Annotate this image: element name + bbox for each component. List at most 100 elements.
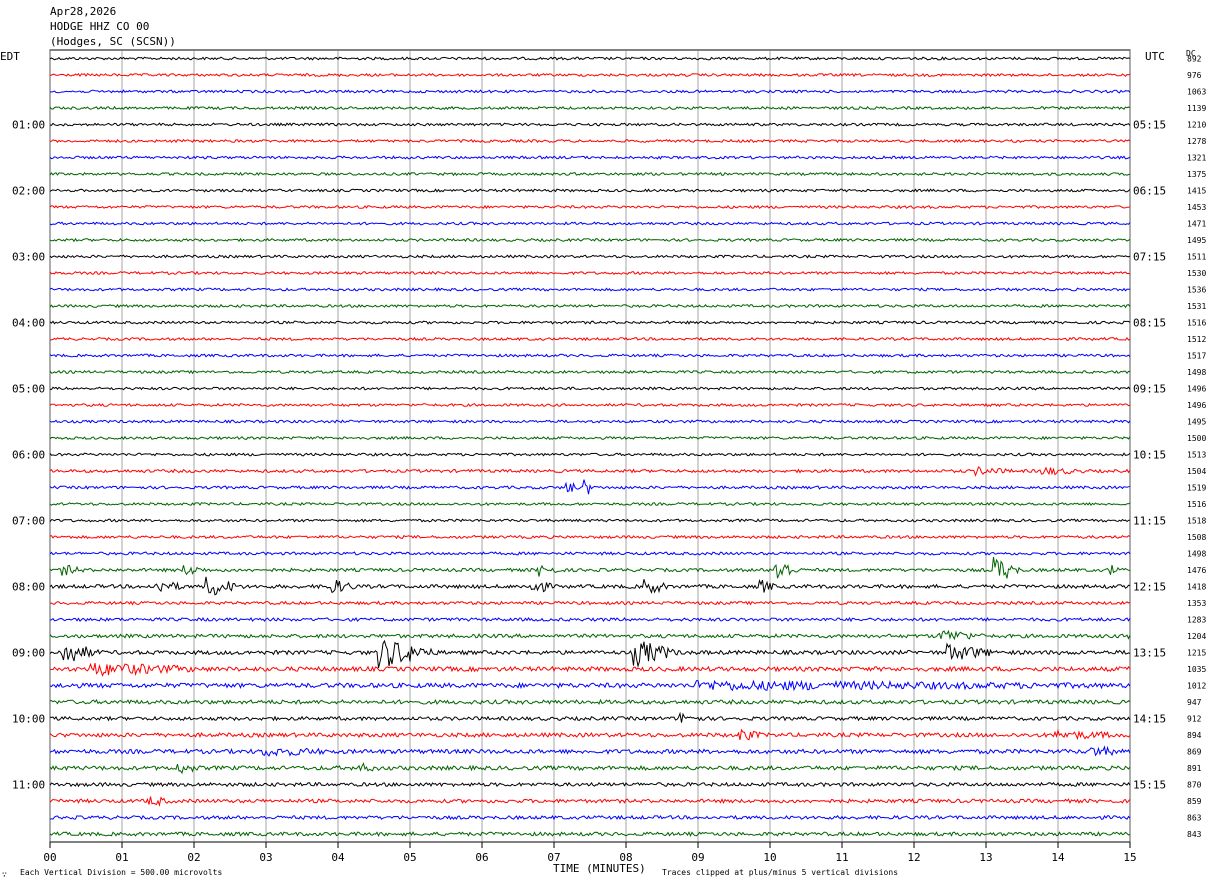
dc-offset-label: 843 (1187, 830, 1202, 839)
location-label: (Hodges, SC (SCSN)) (50, 35, 176, 48)
x-axis-title: TIME (MINUTES) (553, 862, 646, 875)
dc-offset-label: 976 (1187, 71, 1202, 80)
seismic-trace (49, 518, 1131, 523)
left-hour-label: 02:00 (12, 185, 45, 198)
seismic-trace (49, 419, 1131, 424)
right-hour-label: 07:15 (1133, 251, 1166, 264)
seismic-trace (49, 831, 1131, 838)
seismic-trace (49, 237, 1131, 243)
dc-offset-label: 894 (1187, 731, 1202, 740)
left-hour-label: 01:00 (12, 119, 45, 132)
dc-offset-label: 1495 (1187, 418, 1206, 427)
right-hour-label: 09:15 (1133, 383, 1166, 396)
seismic-trace (49, 616, 1131, 623)
dc-offset-label: 1495 (1187, 236, 1206, 245)
dc-offset-label: 863 (1187, 814, 1202, 823)
dc-offset-label: 1139 (1187, 104, 1206, 113)
dc-offset-label: 947 (1187, 698, 1202, 707)
seismic-trace (49, 501, 1131, 507)
footer-clip-note: Traces clipped at plus/minus 5 vertical … (662, 868, 899, 877)
left-hour-label: 03:00 (12, 251, 45, 264)
x-tick-label: 10 (763, 851, 776, 864)
dc-offset-label: 1519 (1187, 484, 1206, 493)
seismic-trace (49, 353, 1131, 358)
seismic-trace (49, 204, 1131, 210)
seismic-trace (49, 639, 1131, 669)
seismic-trace (49, 56, 1131, 61)
seismic-trace (49, 698, 1131, 706)
label-layer: 00 01 02 03 04 05 06 07 08 09 10 11 12 13 14 1589297610… (12, 55, 1206, 865)
dc-offset-label: 1035 (1187, 665, 1206, 674)
dc-offset-label: 1012 (1187, 682, 1206, 691)
right-hour-label: 15:15 (1133, 779, 1166, 792)
left-hour-label: 10:00 (12, 713, 45, 726)
dc-offset-label: 1500 (1187, 434, 1206, 443)
seismic-trace (49, 435, 1131, 441)
x-tick-label: 05 (403, 851, 416, 864)
seismic-trace (49, 629, 1131, 641)
seismic-trace (49, 138, 1131, 144)
seismic-trace (49, 556, 1131, 579)
seismic-trace (49, 662, 1131, 677)
left-hour-label: 04:00 (12, 317, 45, 330)
dc-offset-label: 1204 (1187, 632, 1206, 641)
grid-layer (49, 49, 1131, 848)
dc-offset-label: 1531 (1187, 302, 1206, 311)
seismic-trace (49, 386, 1131, 391)
seismic-trace (49, 479, 1131, 495)
dc-offset-label: 1496 (1187, 385, 1206, 394)
x-tick-label: 15 (1123, 851, 1136, 864)
seismic-trace (49, 576, 1131, 596)
x-tick-label: 00 (43, 851, 56, 864)
dc-offset-label: 1518 (1187, 517, 1206, 526)
x-tick-label: 04 (331, 851, 345, 864)
dc-offset-label: 1418 (1187, 583, 1206, 592)
dc-offset-label: 891 (1187, 764, 1202, 773)
seismic-trace (49, 369, 1131, 375)
x-tick-label: 02 (187, 851, 200, 864)
x-tick-label: 01 (115, 851, 128, 864)
plot-frame (49, 49, 1131, 843)
x-tick-label: 08 (619, 851, 632, 864)
dc-offset-label: 1498 (1187, 550, 1206, 559)
seismic-trace (49, 336, 1131, 342)
x-tick-label: 12 (907, 851, 920, 864)
right-hour-label: 13:15 (1133, 647, 1166, 660)
right-hour-label: 08:15 (1133, 317, 1166, 330)
seismic-trace (49, 270, 1131, 276)
dc-offset-label: 1353 (1187, 599, 1206, 608)
footer-mark: ∵ (2, 870, 7, 879)
right-hour-label: 10:15 (1133, 449, 1166, 462)
right-hour-label: 06:15 (1133, 185, 1166, 198)
dc-offset-label: 1511 (1187, 253, 1206, 262)
x-tick-label: 03 (259, 851, 272, 864)
dc-offset-label: 1283 (1187, 616, 1206, 625)
dc-offset-label: 892 (1187, 55, 1202, 64)
seismic-trace (49, 105, 1131, 111)
station-label: HODGE HHZ CO 00 (50, 20, 150, 33)
dc-offset-label: 1321 (1187, 154, 1206, 163)
x-tick-label: 14 (1051, 851, 1065, 864)
dc-offset-label: 1415 (1187, 187, 1206, 196)
seismic-trace (49, 814, 1131, 821)
dc-offset-label: 1516 (1187, 319, 1206, 328)
dc-offset-label: 1516 (1187, 500, 1206, 509)
seismic-trace (49, 781, 1131, 788)
seismic-trace (49, 254, 1131, 259)
dc-offset-label: 859 (1187, 797, 1202, 806)
dc-offset-label: 1278 (1187, 137, 1206, 146)
seismic-trace (49, 711, 1131, 723)
dc-offset-label: 1512 (1187, 335, 1206, 344)
x-tick-label: 11 (835, 851, 848, 864)
dc-offset-label: 1063 (1187, 88, 1206, 97)
x-tick-label: 06 (475, 851, 488, 864)
seismic-trace (49, 728, 1131, 741)
dc-offset-label: 912 (1187, 715, 1202, 724)
right-timezone-label: UTC (1145, 50, 1165, 63)
seismic-trace (49, 402, 1131, 408)
dc-offset-label: 1517 (1187, 352, 1206, 361)
seismic-trace (49, 534, 1131, 540)
left-timezone-label: EDT (0, 50, 20, 63)
dc-offset-label: 1496 (1187, 401, 1206, 410)
